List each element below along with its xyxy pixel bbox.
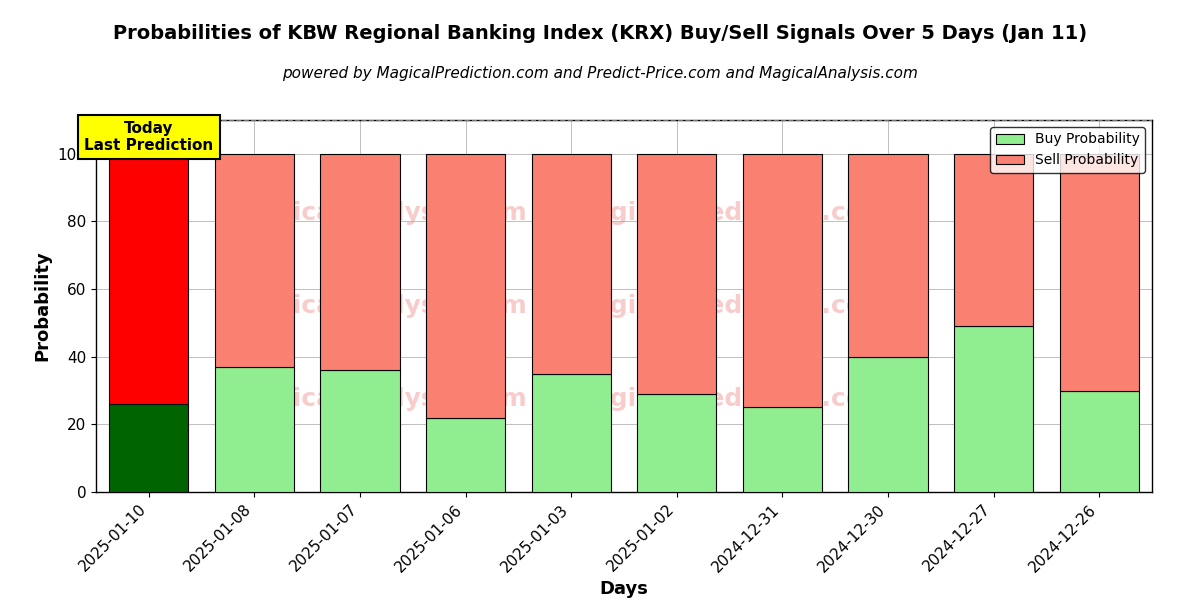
Bar: [637, 154, 716, 394]
Text: MagicalAnalysis.com: MagicalAnalysis.com: [234, 387, 528, 411]
Bar: [1060, 391, 1139, 492]
Bar: [743, 407, 822, 492]
X-axis label: Days: Days: [600, 580, 648, 598]
Text: MagicalPrediction.com: MagicalPrediction.com: [569, 201, 890, 225]
Text: powered by MagicalPrediction.com and Predict-Price.com and MagicalAnalysis.com: powered by MagicalPrediction.com and Pre…: [282, 66, 918, 81]
Bar: [637, 394, 716, 492]
Bar: [848, 357, 928, 492]
Bar: [426, 154, 505, 418]
Legend: Buy Probability, Sell Probability: Buy Probability, Sell Probability: [990, 127, 1145, 173]
Text: MagicalPrediction.com: MagicalPrediction.com: [569, 294, 890, 318]
Bar: [320, 154, 400, 370]
Text: MagicalAnalysis.com: MagicalAnalysis.com: [234, 294, 528, 318]
Bar: [109, 404, 188, 492]
Y-axis label: Probability: Probability: [34, 251, 52, 361]
Text: MagicalAnalysis.com: MagicalAnalysis.com: [234, 201, 528, 225]
Bar: [743, 154, 822, 407]
Bar: [1060, 154, 1139, 391]
Bar: [532, 374, 611, 492]
Bar: [426, 418, 505, 492]
Bar: [954, 154, 1033, 326]
Bar: [532, 154, 611, 374]
Bar: [320, 370, 400, 492]
Bar: [215, 154, 294, 367]
Text: Today
Last Prediction: Today Last Prediction: [84, 121, 214, 153]
Text: MagicalPrediction.com: MagicalPrediction.com: [569, 387, 890, 411]
Bar: [109, 154, 188, 404]
Bar: [215, 367, 294, 492]
Bar: [954, 326, 1033, 492]
Text: Probabilities of KBW Regional Banking Index (KRX) Buy/Sell Signals Over 5 Days (: Probabilities of KBW Regional Banking In…: [113, 24, 1087, 43]
Bar: [848, 154, 928, 357]
